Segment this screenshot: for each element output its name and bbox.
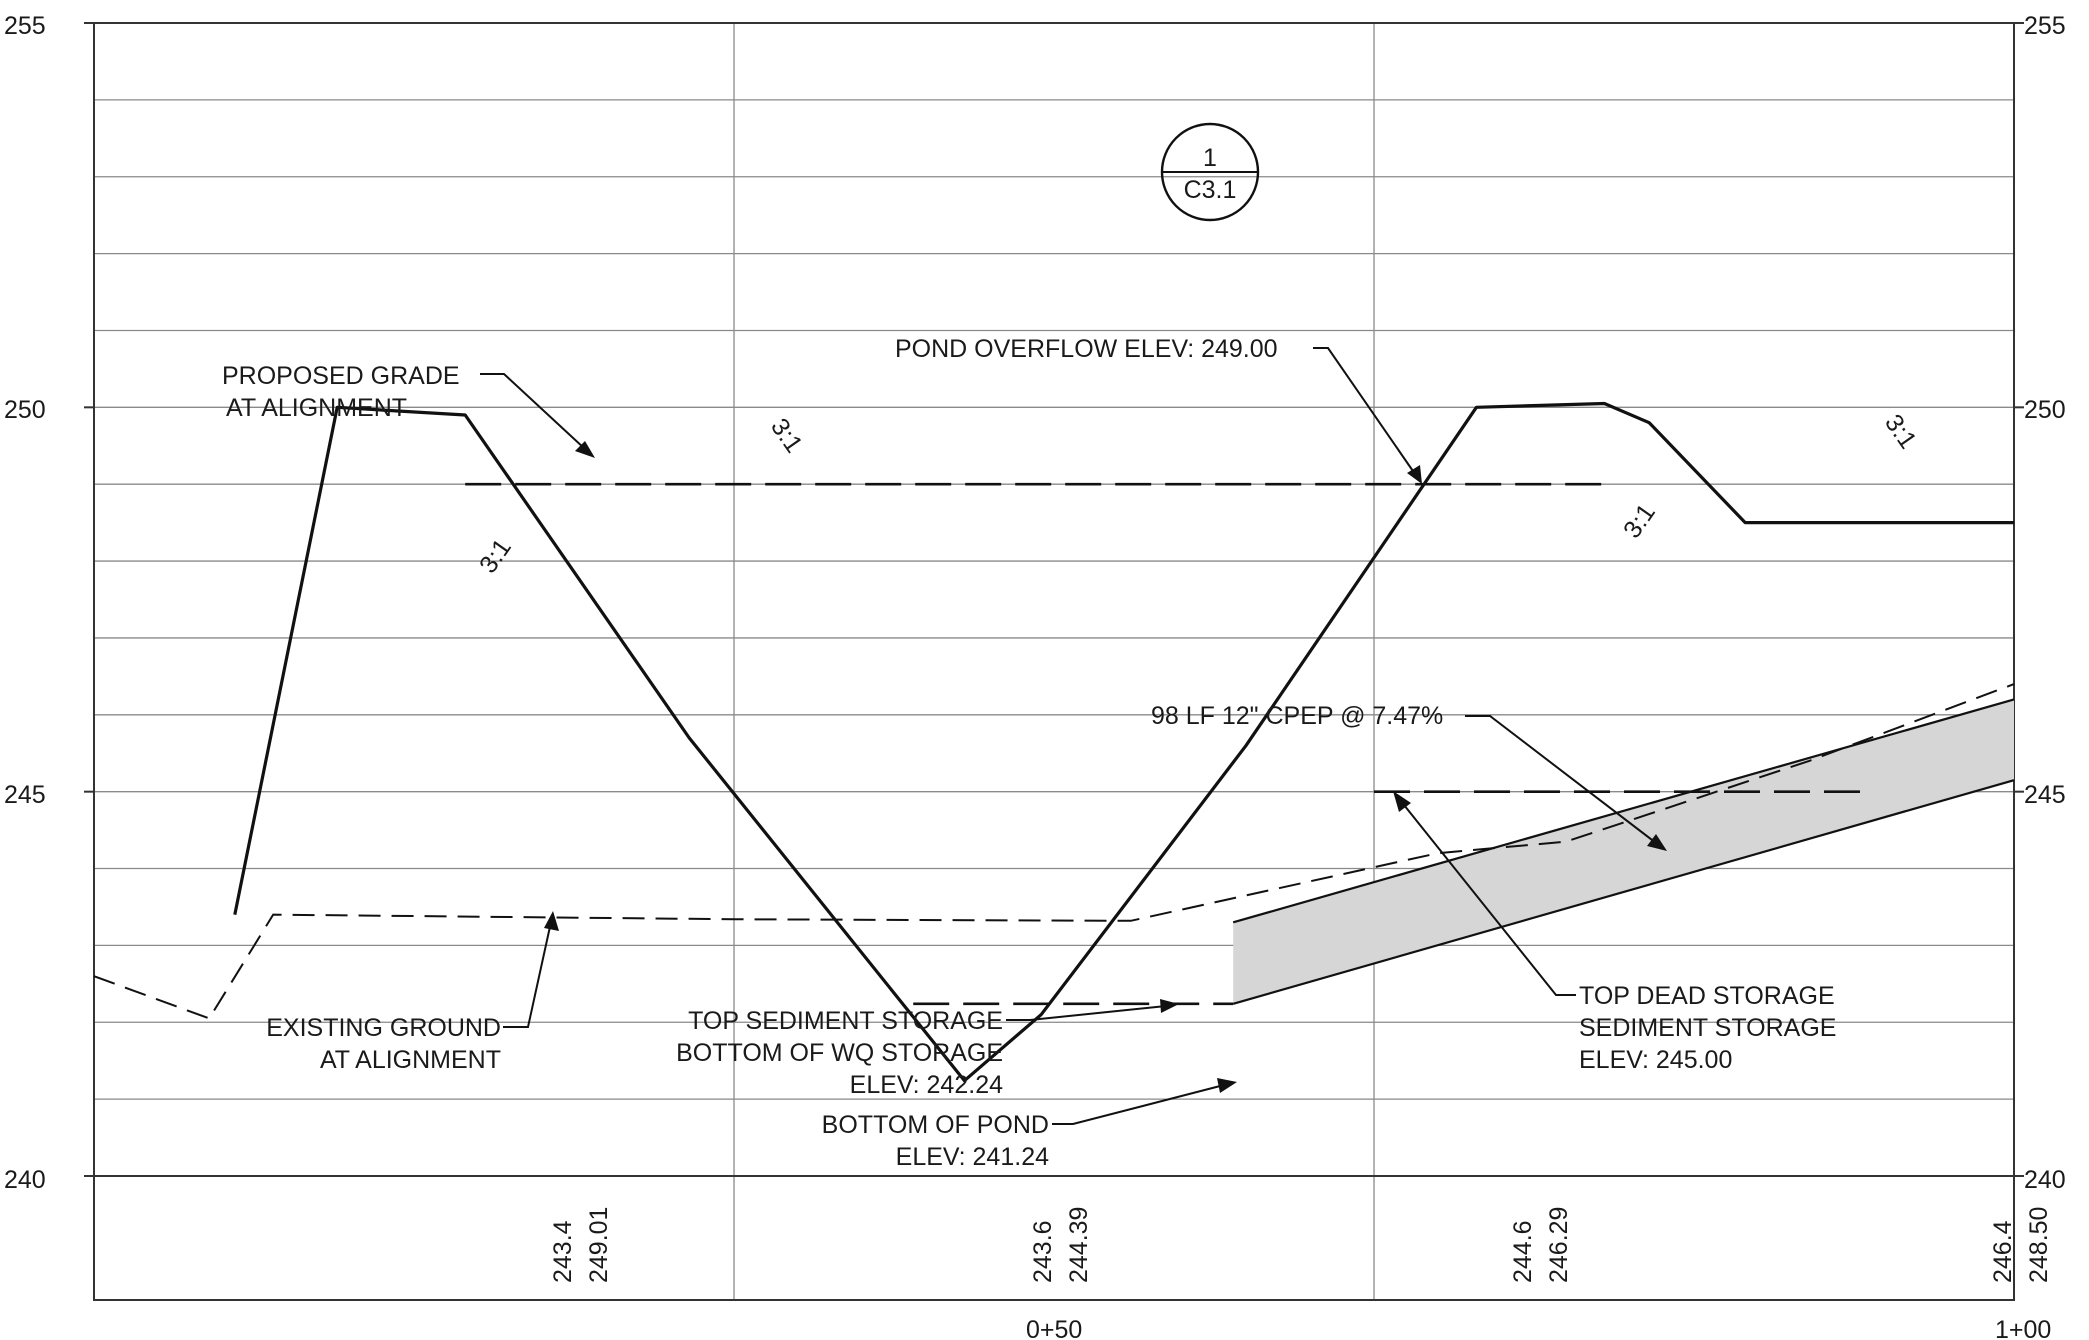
- leader-lines-layer: [480, 347, 1667, 1125]
- profile-labels-layer: 255 250 245 240 255 250 245 240 0+50 1+0…: [4, 12, 2066, 1340]
- elevation-label-250-left: 250: [4, 396, 46, 424]
- bottom-value-existing-2: 243.6: [1029, 1220, 1057, 1283]
- arrow-bottom-of-pond: [1217, 1078, 1237, 1093]
- note-bottom-of-pond-line1: BOTTOM OF POND: [822, 1111, 1049, 1139]
- slope-label-center: 3:1: [765, 413, 808, 458]
- leader-pipe: [1465, 715, 1657, 844]
- bottom-value-existing-4: 246.4: [1989, 1220, 2017, 1283]
- note-pipe: 98 LF 12" CPEP @ 7.47%: [1151, 702, 1443, 730]
- pipe-band: [1233, 699, 2014, 1004]
- leader-top-sediment: [1006, 1005, 1167, 1021]
- arrow-top-sediment: [1160, 999, 1179, 1013]
- proposed-grade-line: [233, 401, 2014, 1083]
- slope-label-far-right: 3:1: [1879, 409, 1922, 454]
- profile-lines-layer: [93, 401, 2015, 1083]
- elevation-label-250-right: 250: [2024, 396, 2066, 424]
- leader-bottom-of-pond: [1052, 1084, 1225, 1125]
- section-callout-sheet: C3.1: [1184, 176, 1237, 204]
- leader-proposed-grade: [480, 373, 586, 450]
- pipe-crown-line: [1232, 698, 2015, 924]
- section-callout: 1 C3.1: [1160, 122, 1260, 222]
- profile-frame: [93, 22, 2015, 1301]
- note-proposed-grade-line1: PROPOSED GRADE: [222, 362, 460, 390]
- note-existing-ground-line2: AT ALIGNMENT: [320, 1046, 501, 1074]
- elevation-label-240-left: 240: [4, 1166, 46, 1194]
- note-proposed-grade-line2: AT ALIGNMENT: [226, 394, 407, 422]
- arrow-existing-ground: [544, 911, 559, 931]
- pipe-invert-line: [1232, 779, 2015, 1005]
- bottom-value-proposed-2: 244.39: [1065, 1207, 1093, 1283]
- profile-grid: [84, 22, 2024, 1301]
- note-top-sediment-line2: BOTTOM OF WQ STORAGE: [676, 1039, 1003, 1067]
- note-top-sediment-line1: TOP SEDIMENT STORAGE: [688, 1007, 1003, 1035]
- station-label-0-50: 0+50: [1026, 1316, 1082, 1340]
- note-pond-overflow: POND OVERFLOW ELEV: 249.00: [895, 335, 1278, 363]
- note-existing-ground-line1: EXISTING GROUND: [266, 1014, 501, 1042]
- bottom-value-proposed-3: 246.29: [1545, 1207, 1573, 1283]
- elevation-label-255-right: 255: [2024, 12, 2066, 40]
- arrow-pipe: [1647, 834, 1667, 851]
- bottom-value-existing-1: 243.4: [549, 1220, 577, 1283]
- existing-ground-line: [93, 683, 2015, 1020]
- station-label-1-00: 1+00: [1995, 1316, 2051, 1340]
- bottom-value-existing-3: 244.6: [1509, 1220, 1537, 1283]
- leader-top-dead-storage: [1399, 799, 1576, 996]
- note-bottom-of-pond-line2: ELEV: 241.24: [896, 1143, 1049, 1171]
- slope-label-left: 3:1: [474, 534, 517, 579]
- elevation-label-255-left: 255: [4, 12, 46, 40]
- section-callout-number: 1: [1203, 144, 1217, 172]
- note-top-dead-storage-line1: TOP DEAD STORAGE: [1579, 982, 1835, 1010]
- slope-label-right: 3:1: [1618, 499, 1661, 544]
- arrow-proposed-grade: [575, 441, 595, 458]
- bottom-value-proposed-1: 249.01: [585, 1207, 613, 1283]
- bottom-value-proposed-4: 248.50: [2025, 1207, 2053, 1283]
- note-top-sediment-line3: ELEV: 242.24: [850, 1071, 1003, 1099]
- arrow-top-dead-storage: [1393, 791, 1411, 812]
- leader-existing-ground: [503, 921, 552, 1028]
- note-top-dead-storage-line3: ELEV: 245.00: [1579, 1046, 1732, 1074]
- elevation-label-245-right: 245: [2024, 781, 2066, 809]
- pipe-fill-layer: [1233, 699, 2014, 1004]
- note-top-dead-storage-line2: SEDIMENT STORAGE: [1579, 1014, 1836, 1042]
- leader-pond-overflow: [1313, 347, 1416, 475]
- elevation-label-245-left: 245: [4, 781, 46, 809]
- elevation-label-240-right: 240: [2024, 1166, 2066, 1194]
- arrow-pond-overflow: [1407, 465, 1422, 484]
